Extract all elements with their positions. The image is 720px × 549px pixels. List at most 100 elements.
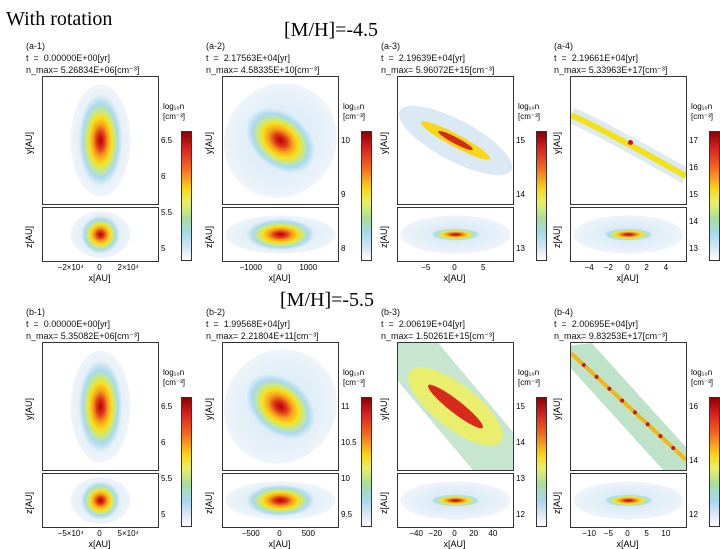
- x-tick-label: −5: [421, 263, 431, 272]
- x-tick-label: −4: [584, 263, 594, 272]
- colorbar-tick-label: 13: [516, 244, 525, 253]
- panel-time: t = 0.00000E+00[yr]: [26, 53, 111, 63]
- panel-id: (a-2): [206, 41, 226, 51]
- colorbar-tick-label: 17: [689, 136, 698, 145]
- z-axis-label: z[AU]: [379, 491, 389, 514]
- colorbar-tick-label: 14: [689, 217, 698, 226]
- density-map-xy: [570, 76, 687, 205]
- figure-panel: (a-4) t = 2.19661E+04[yr] n_max= 5.33963…: [548, 40, 720, 283]
- density-contours-xz: [400, 481, 511, 520]
- panel-id: (b-2): [206, 307, 226, 317]
- colorbar: [181, 131, 192, 261]
- x-tick-label: 5×10⁴: [117, 529, 139, 538]
- panel-nmax: n_max= 5.26834E+06[cm⁻³]: [26, 65, 140, 75]
- x-tick-label: −5×10⁴: [57, 529, 84, 538]
- panel-nmax: n_max= 9.83253E+17[cm⁻³]: [554, 331, 668, 341]
- x-axis-label: x[AU]: [616, 539, 639, 549]
- x-tick-label: 20: [469, 529, 479, 538]
- colorbar-tick-label: 6.5: [161, 402, 173, 411]
- panel-time: t = 0.00000E+00[yr]: [26, 319, 111, 329]
- density-contours-xy: [223, 83, 338, 198]
- x-tick-label: −2×10⁴: [57, 263, 84, 272]
- y-axis-label: y[AU]: [204, 131, 214, 154]
- x-tick-label: 0: [277, 263, 282, 272]
- x-axis-label: x[AU]: [443, 539, 466, 549]
- panel-time: t = 2.19639E+04[yr]: [381, 53, 466, 63]
- density-contours-xy: [398, 105, 513, 176]
- colorbar-tick-label: 12: [516, 510, 525, 519]
- x-axis-label: x[AU]: [616, 273, 639, 283]
- x-tick-label: −10: [582, 529, 596, 538]
- panel-nmax: n_max= 2.21804E+11[cm⁻³]: [206, 331, 319, 341]
- colorbar: [709, 397, 720, 527]
- colorbar-tick-label: 5: [161, 244, 166, 253]
- density-map-xy: [42, 76, 159, 205]
- z-axis-label: z[AU]: [552, 225, 562, 248]
- z-axis-label: z[AU]: [552, 491, 562, 514]
- colorbar: [536, 131, 547, 261]
- colorbar-tick-label: 6: [161, 172, 166, 181]
- colorbar-tick-label: 13: [689, 244, 698, 253]
- panel-time: t = 2.17563E+04[yr]: [206, 53, 291, 63]
- density-map-xz: [570, 207, 687, 262]
- panel-id: (b-1): [26, 307, 46, 317]
- panel-id: (a-4): [554, 41, 574, 51]
- y-axis-label: y[AU]: [552, 397, 562, 420]
- x-axis-label: x[AU]: [268, 539, 291, 549]
- colorbar-tick-label: 9.5: [341, 510, 353, 519]
- colorbar-tick-label: 6: [161, 438, 166, 447]
- colorbar: [361, 397, 372, 527]
- panel-id: (a-3): [381, 41, 401, 51]
- panel-header: (a-4) t = 2.19661E+04[yr] n_max= 5.33963…: [554, 40, 667, 76]
- density-contours-xz: [573, 215, 684, 254]
- x-tick-label: 500: [301, 529, 315, 538]
- density-map-xz: [222, 207, 339, 262]
- density-contours-xy: [571, 343, 686, 470]
- figure-panel: (b-4) t = 2.00695E+04[yr] n_max= 9.83253…: [548, 306, 720, 549]
- density-contours-xy: [70, 84, 131, 197]
- figure-panel: (b-2) t = 1.99568E+04[yr] n_max= 2.21804…: [200, 306, 372, 549]
- density-map-xz: [397, 207, 514, 262]
- density-map-xz: [42, 207, 159, 262]
- x-axis-label: x[AU]: [88, 273, 111, 283]
- colorbar-tick-label: 12: [689, 510, 698, 519]
- colorbar-tick-label: 11: [341, 402, 350, 411]
- x-tick-label: 5: [644, 529, 649, 538]
- colorbar-tick-label: 5: [161, 510, 166, 519]
- panel-id: (b-3): [381, 307, 401, 317]
- panel-time: t = 1.99568E+04[yr]: [206, 319, 291, 329]
- z-axis-label: z[AU]: [204, 491, 214, 514]
- y-axis-label: y[AU]: [24, 397, 34, 420]
- z-axis-label: z[AU]: [204, 225, 214, 248]
- panel-header: (a-3) t = 2.19639E+04[yr] n_max= 5.96072…: [381, 40, 494, 76]
- colorbar-title: log₁₀n [cm⁻³]: [163, 102, 185, 121]
- colorbar-tick-label: 16: [689, 402, 698, 411]
- density-contours-xz: [70, 477, 131, 524]
- colorbar-tick-label: 10: [341, 136, 350, 145]
- figure-panel: (a-2) t = 2.17563E+04[yr] n_max= 4.58335…: [200, 40, 372, 283]
- density-map-xy: [397, 76, 514, 205]
- colorbar-tick-label: 13: [516, 474, 525, 483]
- colorbar-title: log₁₀n [cm⁻³]: [343, 102, 365, 121]
- z-axis-label: z[AU]: [24, 491, 34, 514]
- colorbar-tick-label: 10: [341, 474, 350, 483]
- y-axis-label: y[AU]: [552, 131, 562, 154]
- colorbar-tick-label: 14: [516, 190, 525, 199]
- figure-panel: (b-1) t = 0.00000E+00[yr] n_max= 5.35082…: [20, 306, 192, 549]
- colorbar-title: log₁₀n [cm⁻³]: [691, 368, 713, 387]
- colorbar-tick-label: 6.5: [161, 136, 173, 145]
- panel-time: t = 2.00695E+04[yr]: [554, 319, 639, 329]
- panel-header: (b-1) t = 0.00000E+00[yr] n_max= 5.35082…: [26, 306, 139, 342]
- x-tick-label: −1000: [239, 263, 262, 272]
- density-map-xz: [42, 473, 159, 528]
- x-tick-label: −500: [241, 529, 260, 538]
- panel-time: t = 2.19661E+04[yr]: [554, 53, 639, 63]
- figure-panel: (b-3) t = 2.00619E+04[yr] n_max= 1.50261…: [375, 306, 547, 549]
- label-metallicity-top: [M/H]=-4.5: [284, 19, 379, 41]
- density-contours-xz: [225, 215, 336, 254]
- density-map-xz: [397, 473, 514, 528]
- z-axis-label: z[AU]: [24, 225, 34, 248]
- colorbar-tick-label: 15: [689, 190, 698, 199]
- panel-nmax: n_max= 5.33963E+17[cm⁻³]: [554, 65, 668, 75]
- x-tick-label: 40: [488, 529, 498, 538]
